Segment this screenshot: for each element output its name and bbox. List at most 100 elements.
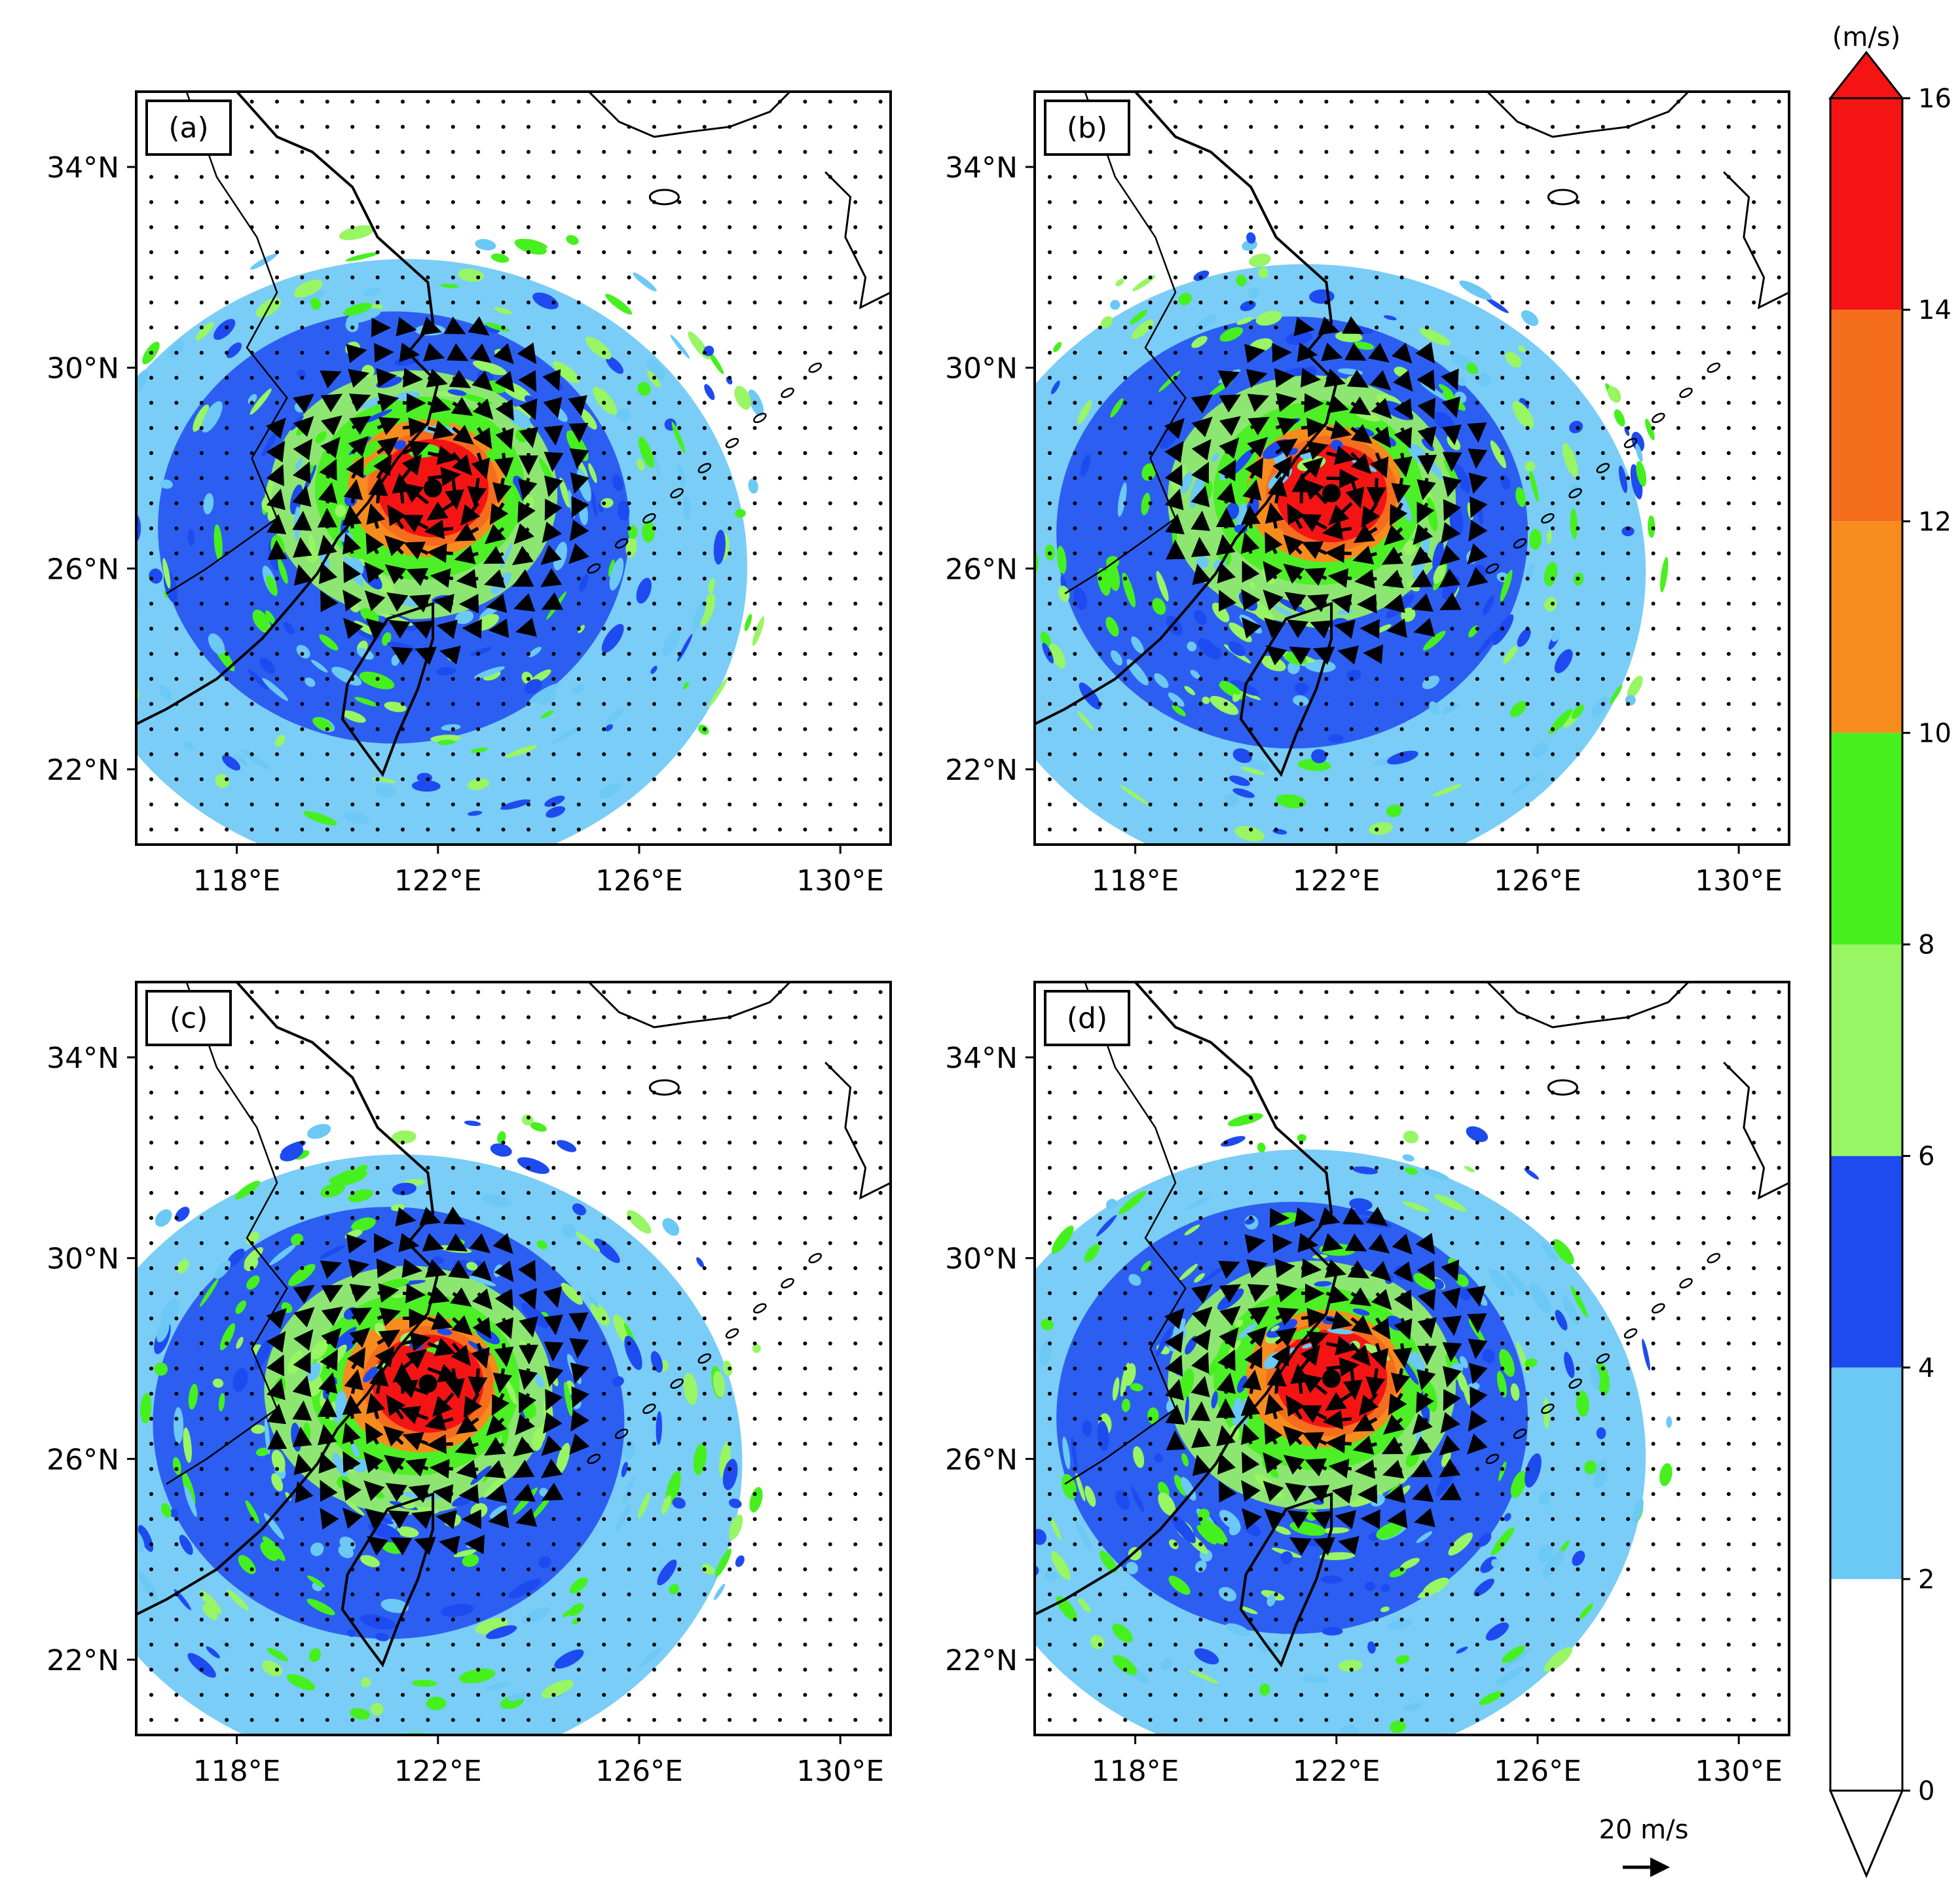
wind-vector-dot xyxy=(1500,175,1505,179)
wind-vector-dot xyxy=(752,1165,757,1170)
wind-vector-dot xyxy=(1651,1165,1655,1170)
wind-vector-dot xyxy=(752,301,757,304)
wind-vector-dot xyxy=(627,802,631,807)
wind-vector-arrow xyxy=(1442,1341,1462,1362)
wind-vector-dot xyxy=(1073,1467,1077,1471)
wind-vector-dot xyxy=(1676,1266,1680,1270)
wind-vector-dot xyxy=(1752,1216,1756,1220)
wind-vector-dot xyxy=(1500,250,1505,255)
wind-vector-dot xyxy=(300,602,305,606)
speed-patch xyxy=(1504,1512,1511,1522)
wind-vector-dot xyxy=(426,802,430,807)
wind-vector-arrow xyxy=(1381,1436,1404,1455)
wind-vector-dot xyxy=(602,1391,606,1396)
speed-patch xyxy=(339,225,375,240)
wind-vector-arrow xyxy=(392,473,412,503)
wind-vector-arrow xyxy=(320,1260,342,1279)
wind-vector-dot xyxy=(803,426,807,430)
ryukyu-island xyxy=(1707,362,1721,373)
speed-patch xyxy=(1456,1647,1468,1654)
wind-vector-dot xyxy=(1525,1291,1530,1296)
speed-patch xyxy=(1335,331,1363,342)
wind-vector-dot xyxy=(1600,1116,1605,1120)
ryukyu-island xyxy=(725,1328,739,1339)
wind-vector-dot xyxy=(1525,1517,1530,1522)
wind-vector-dot xyxy=(300,1065,305,1070)
wind-vector-dot xyxy=(250,1592,254,1597)
wind-vector-arrow xyxy=(395,1207,416,1227)
wind-vector-dot xyxy=(1701,1517,1706,1522)
wind-vector-dot xyxy=(350,100,355,104)
wind-vector-dot xyxy=(1399,1040,1404,1044)
wind-vector-dot xyxy=(275,1090,279,1095)
wind-vector-dot xyxy=(375,1567,380,1571)
wind-vector-dot xyxy=(476,1216,481,1220)
wind-vector-dot xyxy=(1073,1116,1077,1120)
wind-vector-dot xyxy=(1500,1391,1505,1396)
wind-vector-dot xyxy=(627,828,631,831)
wind-vector-dot xyxy=(1324,752,1329,756)
wind-vector-dot xyxy=(1073,301,1077,304)
wind-vector-dot xyxy=(853,1617,858,1622)
wind-vector-arrow xyxy=(515,617,537,637)
ryukyu-island xyxy=(781,388,794,398)
wind-vector-dot xyxy=(1576,426,1580,430)
speed-patch xyxy=(252,610,270,632)
wind-vector-dot xyxy=(1676,1668,1680,1672)
wind-vector-dot xyxy=(199,1692,204,1697)
wind-vector-dot xyxy=(199,1216,204,1220)
wind-vector-dot xyxy=(828,350,832,355)
wind-vector-arrow xyxy=(1306,594,1329,613)
wind-vector-dot xyxy=(878,1241,883,1245)
wind-vector-dot xyxy=(1500,1417,1505,1421)
speed-patch xyxy=(701,1563,715,1575)
wind-vector-dot xyxy=(878,150,883,154)
wind-vector-dot xyxy=(677,727,682,731)
wind-vector-dot xyxy=(1701,275,1706,280)
wind-vector-dot xyxy=(778,1692,782,1697)
wind-vector-dot xyxy=(803,677,807,681)
wind-vector-dot xyxy=(149,325,153,330)
speed-patch xyxy=(201,401,223,433)
wind-vector-arrow xyxy=(512,1459,535,1478)
wind-vector-dot xyxy=(853,1291,858,1296)
wind-vector-dot xyxy=(1701,1417,1706,1421)
wind-vector-dot xyxy=(1551,1141,1555,1145)
wind-vector-dot xyxy=(728,1517,732,1522)
wind-vector-dot xyxy=(878,1417,883,1421)
speed-patch xyxy=(283,621,295,634)
wind-vector-dot xyxy=(752,175,757,179)
wind-vector-dot xyxy=(1752,1542,1756,1546)
speed-patch xyxy=(370,1702,384,1716)
wind-vector-dot xyxy=(677,576,682,581)
wind-vector-dot xyxy=(1249,1216,1253,1220)
wind-vector-arrow xyxy=(1327,568,1352,588)
wind-vector-dot xyxy=(300,250,305,255)
wind-vector-dot xyxy=(677,501,682,505)
wind-vector-dot xyxy=(803,501,807,505)
wind-vector-dot xyxy=(728,990,732,995)
wind-vector-dot xyxy=(1701,1442,1706,1446)
wind-vector-dot xyxy=(1752,1718,1756,1722)
wind-vector-dot xyxy=(803,1216,807,1220)
wind-vector-dot xyxy=(1148,627,1153,631)
wind-vector-dot xyxy=(501,1668,506,1672)
wind-vector-dot xyxy=(1475,1015,1479,1019)
wind-vector-dot xyxy=(1048,651,1052,656)
wind-vector-dot xyxy=(853,777,858,782)
wind-vector-dot xyxy=(1777,1241,1781,1245)
speed-patch xyxy=(1099,1550,1117,1573)
wind-vector-dot xyxy=(1249,677,1253,681)
typhoon-center-marker xyxy=(418,1374,437,1393)
speed-patch xyxy=(1386,804,1402,818)
wind-vector-dot xyxy=(1551,1191,1555,1195)
colorbar-segment xyxy=(1830,1367,1902,1579)
wind-vector-dot xyxy=(652,1291,656,1296)
wind-vector-dot xyxy=(1375,1668,1379,1672)
wind-vector-dot xyxy=(652,1643,656,1647)
wind-vector-arrow xyxy=(427,420,454,440)
wind-vector-dot xyxy=(1626,551,1631,556)
wind-vector-dot xyxy=(1223,325,1228,330)
wind-vector-dot xyxy=(1073,1291,1077,1296)
wind-vector-dot xyxy=(576,702,581,706)
